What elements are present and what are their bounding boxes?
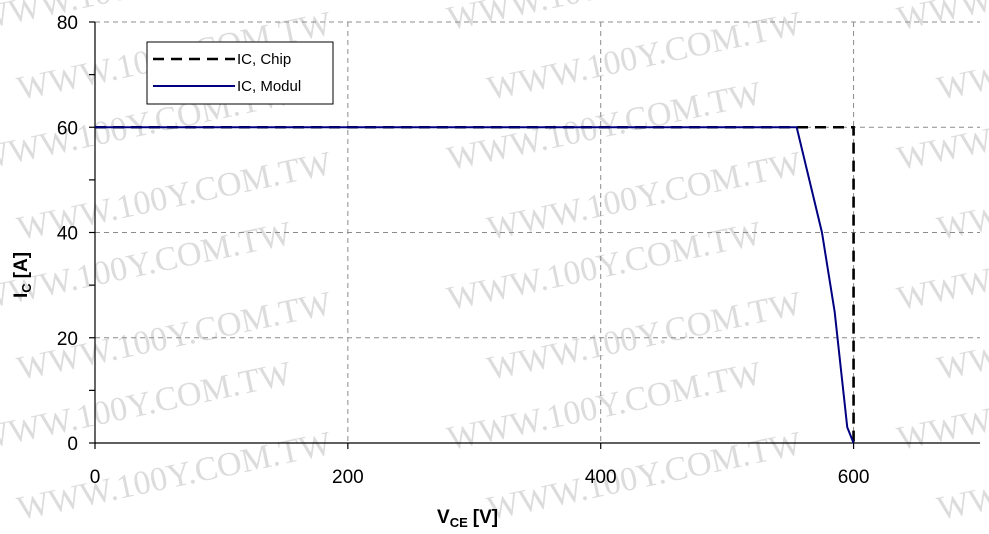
x-tick-labels: 0 200 400 600 <box>90 467 870 488</box>
x-tick-label: 200 <box>332 467 364 488</box>
legend: IC, Chip IC, Modul <box>146 41 334 105</box>
y-axis-title: IC [A] <box>11 252 34 298</box>
y-axis-title-sub: C <box>19 283 34 293</box>
series-line-modul <box>95 126 855 444</box>
legend-label: IC, Chip <box>237 51 291 68</box>
y-tick-label: 40 <box>57 224 78 245</box>
watermark-text: WWW.100Y.COM.TW <box>894 0 989 38</box>
series-layer <box>95 125 855 444</box>
y-axis-title-unit: [A] <box>11 252 32 278</box>
axes <box>89 21 980 449</box>
x-axis-title-sub: CE <box>450 515 468 530</box>
y-tick-label: 60 <box>57 118 78 139</box>
y-axis-title-main: I <box>11 293 32 298</box>
x-axis-title: VCE [V] <box>437 507 498 530</box>
legend-box <box>146 41 334 105</box>
x-tick-label: 0 <box>90 467 101 488</box>
x-axis-title-main: V <box>437 507 450 528</box>
y-tick-labels: 0 20 40 60 80 <box>57 13 78 455</box>
x-tick-label: 600 <box>838 467 870 488</box>
x-tick-label: 400 <box>585 467 617 488</box>
x-axis-title-unit: [V] <box>473 507 498 528</box>
y-tick-label: 80 <box>57 13 78 34</box>
legend-label: IC, Modul <box>237 78 301 95</box>
y-tick-label: 0 <box>67 434 78 455</box>
y-tick-label: 20 <box>57 329 78 350</box>
